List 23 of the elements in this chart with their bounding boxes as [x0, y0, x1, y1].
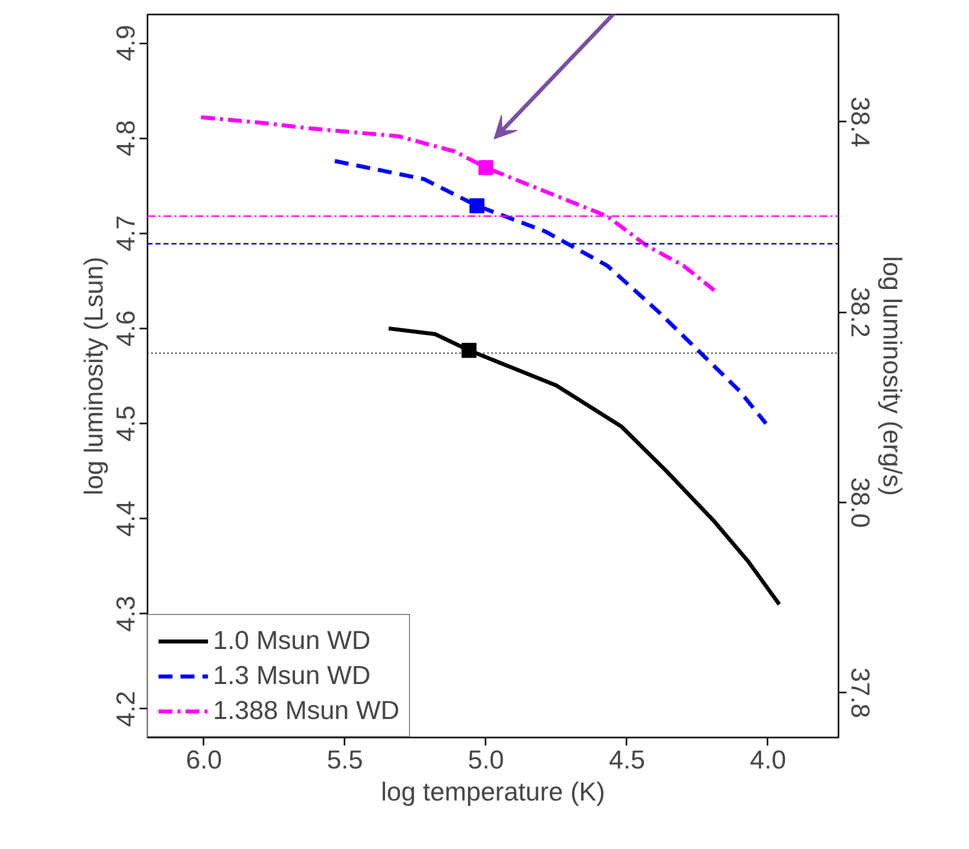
y-tick-label: 4.6 — [110, 310, 140, 347]
y-axis-title: log luminosity (Lsun) — [78, 256, 108, 496]
x-axis-title: log temperature (K) — [381, 776, 605, 806]
y2-tick-label: 38.0 — [846, 477, 876, 528]
y-tick-label: 4.9 — [110, 24, 140, 62]
x-tick-label: 4.5 — [608, 744, 646, 774]
y-tick-label: 4.3 — [110, 596, 140, 632]
y2-tick-label: 38.4 — [846, 96, 876, 148]
y-tick-label: 4.8 — [110, 120, 140, 156]
x-tick-label: 5.5 — [326, 744, 364, 774]
y-tick-label: 4.4 — [110, 500, 140, 537]
x-tick-label: 4.0 — [750, 744, 786, 774]
x-tick-label: 5.0 — [468, 744, 504, 774]
x-tick-label: 6.0 — [186, 744, 222, 774]
y-tick-label: 4.2 — [110, 690, 140, 728]
legend-label: 1.3 Msun WD — [213, 660, 370, 691]
legend-label: 1.0 Msun WD — [213, 625, 370, 656]
y2-tick-label: 38.2 — [846, 286, 876, 338]
y-tick-label: 4.5 — [110, 405, 140, 442]
y2-tick-label: 37.8 — [846, 667, 876, 718]
y2-axis-title: log luminosity (erg/s) — [878, 256, 908, 496]
y-tick-label: 4.7 — [110, 215, 140, 252]
legend-label: 1.388 Msun WD — [213, 695, 400, 726]
